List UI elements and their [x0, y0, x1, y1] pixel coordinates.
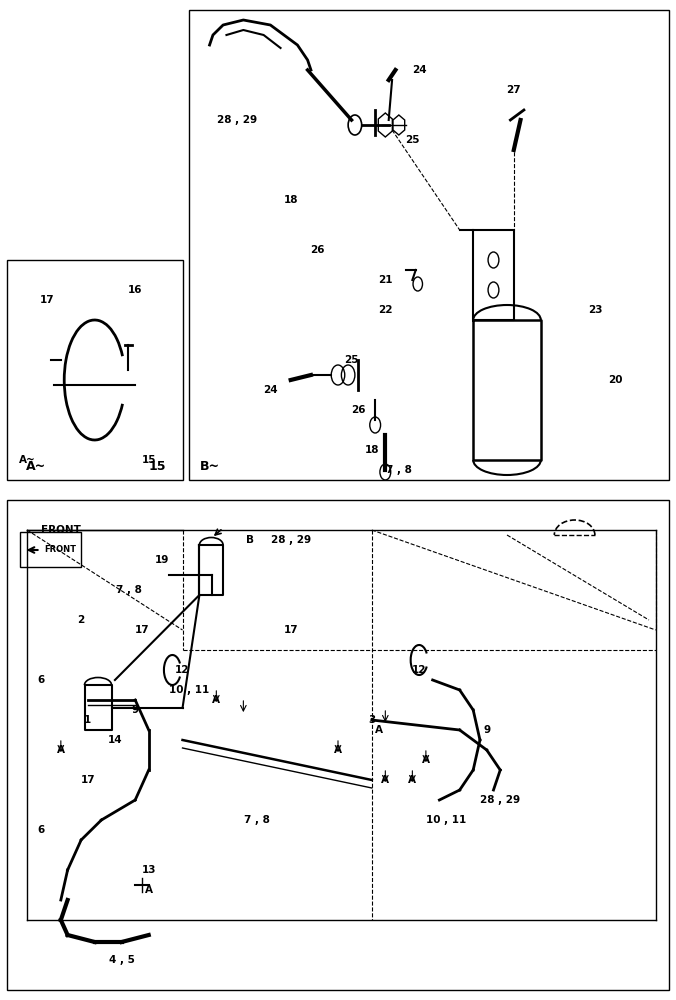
Text: 6: 6: [37, 825, 44, 835]
Text: 3: 3: [368, 715, 375, 725]
Text: B~: B~: [199, 460, 220, 474]
Text: A: A: [375, 725, 383, 735]
Bar: [7, 260, 183, 480]
Text: 17: 17: [40, 295, 55, 305]
Text: FRONT: FRONT: [44, 546, 76, 554]
Bar: [7, 500, 669, 990]
Text: 2: 2: [78, 615, 84, 625]
Text: A: A: [212, 695, 220, 705]
Text: 28 , 29: 28 , 29: [480, 795, 521, 805]
Text: 17: 17: [283, 625, 298, 635]
Text: 7 , 8: 7 , 8: [386, 465, 412, 475]
Text: B: B: [246, 535, 254, 545]
Text: A~: A~: [26, 460, 46, 474]
Text: 6: 6: [37, 675, 44, 685]
Text: A: A: [408, 775, 416, 785]
Text: 10 , 11: 10 , 11: [426, 815, 466, 825]
Text: 26: 26: [310, 245, 325, 255]
Text: 17: 17: [80, 775, 95, 785]
FancyBboxPatch shape: [20, 532, 81, 567]
Text: 22: 22: [378, 305, 393, 315]
Text: 7 , 8: 7 , 8: [116, 585, 141, 595]
Text: 26: 26: [351, 405, 366, 415]
Text: A~: A~: [19, 455, 35, 465]
Text: 7 , 8: 7 , 8: [244, 815, 270, 825]
Text: 28 , 29: 28 , 29: [216, 115, 257, 125]
Text: 28 , 29: 28 , 29: [270, 535, 311, 545]
Text: 18: 18: [283, 195, 298, 205]
Text: 21: 21: [378, 275, 393, 285]
Text: 24: 24: [412, 65, 427, 75]
Text: 20: 20: [608, 375, 623, 385]
Text: A: A: [57, 745, 65, 755]
Text: 12: 12: [175, 665, 190, 675]
Text: 16: 16: [128, 285, 143, 295]
Text: 24: 24: [263, 385, 278, 395]
Text: 4 , 5: 4 , 5: [109, 955, 135, 965]
Text: 19: 19: [155, 555, 170, 565]
Text: A: A: [381, 775, 389, 785]
Text: A: A: [422, 755, 430, 765]
Text: 1: 1: [84, 715, 91, 725]
Text: 15: 15: [141, 455, 156, 465]
Text: A: A: [145, 885, 153, 895]
Text: 17: 17: [135, 625, 149, 635]
Text: A: A: [334, 745, 342, 755]
Text: 12: 12: [412, 665, 427, 675]
Text: 23: 23: [587, 305, 602, 315]
Text: 15: 15: [149, 460, 166, 474]
Text: 9: 9: [132, 705, 139, 715]
Text: 25: 25: [344, 355, 359, 365]
Text: 27: 27: [506, 85, 521, 95]
Text: 9: 9: [483, 725, 490, 735]
Text: 18: 18: [364, 445, 379, 455]
Text: 14: 14: [107, 735, 122, 745]
Text: 10 , 11: 10 , 11: [169, 685, 210, 695]
Bar: [189, 10, 669, 480]
Text: 13: 13: [141, 865, 156, 875]
Text: FRONT: FRONT: [41, 525, 80, 535]
Text: 25: 25: [405, 135, 420, 145]
